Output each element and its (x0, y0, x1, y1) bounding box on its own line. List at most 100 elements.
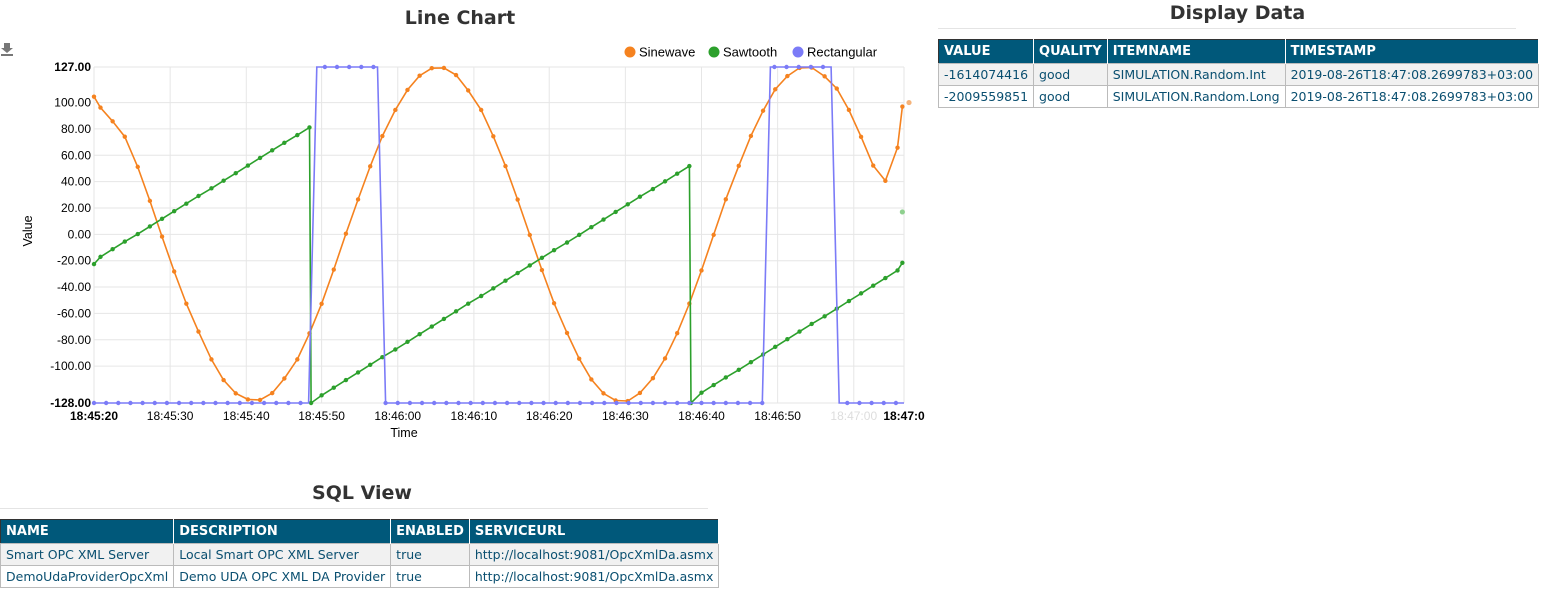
column-header[interactable]: NAME (0, 519, 175, 544)
column-header[interactable]: SERVICEURL (469, 519, 720, 544)
display-data-title: Display Data (1169, 2, 1306, 24)
data-point (444, 400, 449, 406)
data-point (527, 263, 532, 268)
column-header[interactable]: ENABLED (390, 519, 470, 544)
data-point (687, 400, 692, 406)
data-point (637, 390, 643, 396)
display-data-table: VALUE QUALITY ITEMNAME TIMESTAMP -161407… (937, 39, 1540, 108)
data-point (110, 247, 115, 252)
data-point (98, 254, 103, 260)
table-cell: DemoUdaProviderOpcXml (0, 565, 175, 588)
data-point (797, 329, 802, 334)
data-point (274, 400, 279, 406)
data-point (589, 400, 595, 406)
data-point (176, 400, 182, 406)
data-point (159, 234, 165, 239)
data-point (491, 286, 496, 291)
table-cell: SIMULATION.Random.Long (1106, 85, 1286, 108)
data-point (796, 64, 801, 70)
data-point (213, 400, 218, 406)
data-point (98, 105, 103, 110)
data-point (869, 400, 874, 406)
column-header[interactable]: ITEMNAME (1107, 39, 1286, 64)
data-point (122, 134, 127, 139)
legend-label: Rectangular (807, 45, 878, 60)
table-cell: Smart OPC XML Server (0, 543, 175, 566)
column-header[interactable]: VALUE (938, 39, 1035, 64)
y-tick-label: 100.00 (54, 96, 91, 110)
data-point (900, 104, 905, 109)
data-point (429, 65, 434, 71)
data-point (456, 400, 461, 406)
data-point (201, 400, 206, 406)
data-point (395, 400, 400, 406)
data-point (261, 400, 267, 406)
data-point (772, 64, 777, 70)
data-point (539, 267, 545, 273)
data-point (650, 186, 656, 192)
data-point (503, 163, 508, 169)
data-point (209, 186, 214, 191)
data-point (662, 179, 668, 184)
table-row[interactable]: Smart OPC XML Server Local Smart OPC XML… (0, 543, 720, 566)
y-axis-label: Value (21, 215, 35, 246)
download-icon[interactable] (0, 42, 14, 56)
table-cell: http://localhost:9081/OpcXmlDa.asmx (468, 565, 720, 588)
data-point (551, 301, 557, 306)
data-point (393, 107, 398, 113)
data-point (723, 400, 728, 406)
table-cell: 2019-08-26T18:47:08.2699783+03:00 (1284, 63, 1540, 86)
column-header[interactable]: QUALITY (1033, 39, 1108, 64)
column-header[interactable]: TIMESTAMP (1285, 39, 1540, 64)
legend-item-sinewave[interactable]: Sinewave (624, 45, 696, 60)
x-tick-label: 18:45:40 (223, 409, 270, 423)
table-row[interactable]: -1614074416 good SIMULATION.Random.Int 2… (937, 63, 1540, 86)
data-point (196, 329, 201, 334)
data-point (295, 132, 300, 138)
data-point (735, 400, 741, 406)
data-point (565, 400, 571, 406)
data-point (625, 202, 630, 207)
legend-item-sawtooth[interactable]: Sawtooth (708, 45, 778, 60)
data-point (602, 400, 607, 406)
data-point (784, 64, 789, 70)
data-point (249, 400, 255, 406)
data-point (687, 163, 692, 169)
data-point (723, 197, 728, 202)
data-point (331, 267, 336, 272)
y-tick-label: -20.00 (57, 254, 91, 268)
data-point (468, 400, 473, 406)
data-point (110, 119, 115, 124)
data-point (429, 324, 434, 329)
data-point (883, 275, 888, 281)
data-point (221, 178, 226, 183)
table-row[interactable]: -2009559851 good SIMULATION.Random.Long … (937, 85, 1540, 108)
data-point (407, 400, 413, 406)
y-tick-label: -80.00 (57, 333, 91, 347)
data-point (895, 145, 900, 150)
data-point (346, 64, 352, 70)
legend-item-rectangular[interactable]: Rectangular (792, 45, 878, 60)
data-point (319, 393, 324, 398)
data-point (638, 400, 643, 406)
data-point (237, 400, 242, 406)
table-cell: http://localhost:9081/OpcXmlDa.asmx (468, 543, 720, 566)
data-point (103, 400, 109, 406)
data-point (858, 134, 864, 140)
data-point (504, 400, 510, 406)
data-point (613, 209, 618, 215)
data-point (601, 217, 606, 222)
data-point (453, 72, 459, 78)
y-tick-label: 0.00 (68, 227, 92, 241)
data-point (184, 301, 189, 306)
x-tick-label: 18:45:20 (70, 409, 118, 423)
table-cell: 2019-08-26T18:47:08.2699783+03:00 (1284, 85, 1540, 108)
data-point (480, 400, 485, 406)
table-cell: SIMULATION.Random.Int (1106, 63, 1286, 86)
data-point (282, 376, 287, 381)
column-header[interactable]: DESCRIPTION (173, 519, 392, 544)
data-point (809, 321, 814, 327)
table-row[interactable]: DemoUdaProviderOpcXml Demo UDA OPC XML D… (0, 565, 720, 588)
data-point (541, 400, 546, 406)
data-point (614, 400, 619, 406)
